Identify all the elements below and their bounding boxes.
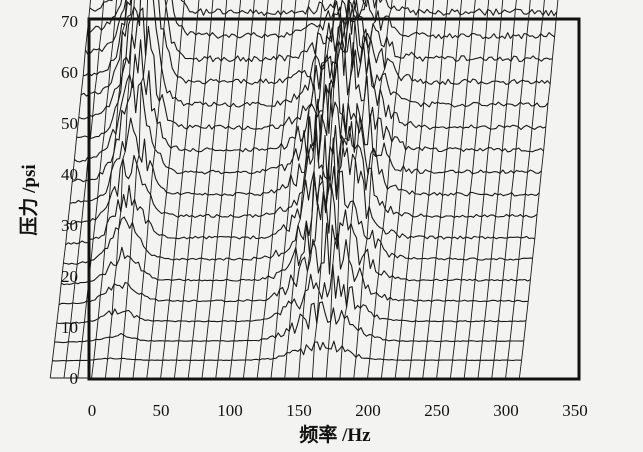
x-tick-label: 200 (355, 401, 381, 420)
frequency-line (187, 0, 228, 379)
x-tick-label: 50 (153, 401, 170, 420)
frequency-line (505, 0, 545, 379)
frequency-line (298, 0, 336, 379)
frequency-line (118, 0, 148, 379)
frequency-line (311, 0, 350, 379)
x-tick-label: 300 (493, 401, 519, 420)
frequency-line (242, 0, 283, 379)
frequency-line (173, 0, 214, 379)
y-tick-label: 0 (70, 369, 79, 388)
y-tick-label: 70 (61, 12, 78, 31)
frequency-line (394, 0, 435, 379)
frequency-line-group (49, 0, 559, 379)
frequency-line (77, 0, 118, 379)
x-tick-label: 150 (286, 401, 312, 420)
y-tick-label: 50 (61, 114, 78, 133)
frequency-line (201, 0, 242, 379)
frequency-line (367, 0, 407, 379)
frequency-line (353, 0, 393, 379)
y-tick-label: 60 (61, 63, 78, 82)
frequency-line (477, 0, 517, 379)
frequency-line (339, 0, 378, 379)
frequency-line (270, 0, 310, 379)
frequency-line (380, 0, 421, 379)
frequency-line (160, 0, 200, 379)
frequency-line (49, 0, 91, 379)
frequency-line (215, 0, 255, 379)
x-tick-label: 0 (88, 401, 97, 420)
frequency-line (436, 0, 476, 379)
y-tick-label: 20 (61, 267, 78, 286)
frequency-line (408, 0, 449, 379)
frequency-line (422, 0, 462, 379)
x-axis-title: 频率 /Hz (299, 423, 371, 446)
frequency-line (449, 0, 490, 379)
frequency-line (256, 0, 297, 379)
frequency-line (146, 0, 185, 379)
frequency-line (63, 0, 105, 379)
frequency-line (229, 0, 269, 379)
frequency-line (132, 0, 168, 379)
frequency-line (518, 0, 559, 379)
frequency-line (491, 0, 531, 379)
frequency-line (91, 0, 127, 379)
y-tick-label: 40 (61, 165, 78, 184)
frequency-line (284, 0, 324, 379)
frequency-line (463, 0, 504, 379)
frequency-line (104, 0, 135, 379)
x-tick-labels: 0 50 100 150 200 250 300 350 (88, 401, 588, 420)
x-tick-label: 350 (562, 401, 588, 420)
y-tick-label: 10 (61, 318, 78, 337)
y-tick-labels: 0 10 20 30 40 50 60 70 (61, 12, 78, 388)
frequency-line (325, 0, 365, 379)
y-axis-title: 压力 /psi (17, 164, 40, 235)
x-tick-label: 250 (424, 401, 450, 420)
y-tick-label: 30 (61, 216, 78, 235)
x-tick-label: 100 (217, 401, 243, 420)
